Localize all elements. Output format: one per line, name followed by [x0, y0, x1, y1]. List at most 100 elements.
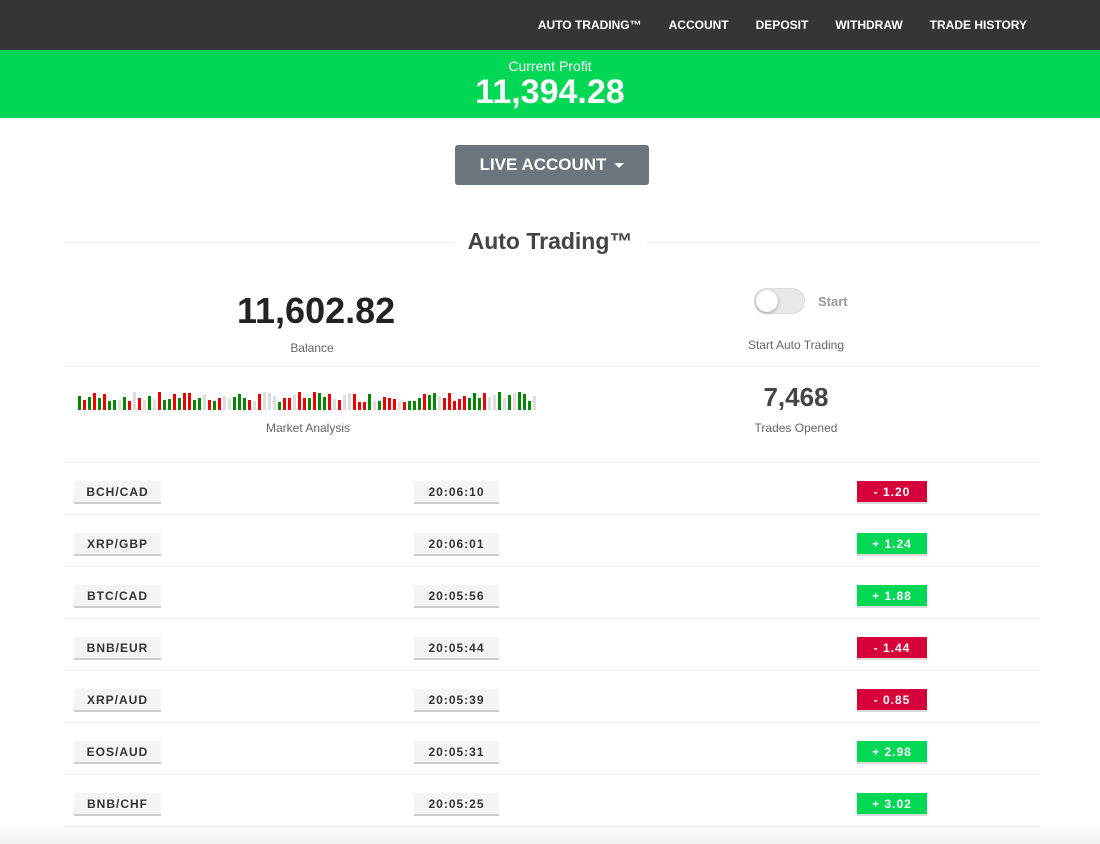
trade-row: BTC/CAD 20:05:56 + 1.88	[64, 567, 1040, 619]
market-bar	[268, 393, 271, 410]
market-bar	[113, 400, 116, 410]
market-bar	[228, 399, 231, 410]
market-bar	[98, 398, 101, 410]
market-bar	[158, 392, 161, 410]
market-bar	[328, 394, 331, 410]
market-bar	[198, 398, 201, 410]
market-bar	[138, 398, 141, 410]
market-bar	[443, 398, 446, 410]
market-bar	[193, 400, 196, 410]
market-bar	[293, 395, 296, 410]
pair-badge: BTC/CAD	[74, 585, 161, 606]
market-bar	[123, 397, 126, 410]
nav-trade-history[interactable]: TRADE HISTORY	[929, 18, 1027, 32]
market-bar	[413, 401, 416, 410]
market-bar	[483, 393, 486, 410]
market-bar	[513, 393, 516, 410]
divider	[64, 366, 1040, 367]
time-badge: 20:05:31	[414, 741, 499, 762]
change-badge: + 1.88	[857, 585, 927, 606]
market-bar	[143, 400, 146, 410]
pair-badge: BNB/CHF	[74, 793, 161, 814]
market-bar	[278, 402, 281, 410]
market-bar	[378, 401, 381, 410]
caret-down-icon	[614, 162, 625, 168]
market-bar	[463, 396, 466, 410]
market-bar	[488, 397, 491, 410]
market-bar	[178, 398, 181, 410]
market-bar	[373, 401, 376, 410]
time-badge: 20:06:01	[414, 533, 499, 554]
section-title: Auto Trading™	[0, 228, 1100, 255]
market-bar	[438, 396, 441, 410]
market-bar	[273, 396, 276, 410]
market-bar	[303, 398, 306, 410]
market-bar	[478, 398, 481, 410]
profit-value: 11,394.28	[475, 73, 625, 111]
market-bar	[173, 394, 176, 410]
change-badge: - 1.44	[857, 637, 927, 658]
market-bar	[128, 401, 131, 410]
live-account-dropdown[interactable]: LIVE ACCOUNT	[455, 145, 649, 185]
nav-account[interactable]: ACCOUNT	[668, 18, 729, 32]
market-bar	[523, 394, 526, 410]
market-bar	[243, 398, 246, 410]
market-bar	[408, 401, 411, 410]
nav-deposit[interactable]: DEPOSIT	[755, 18, 809, 32]
change-badge: + 3.02	[857, 793, 927, 814]
market-bar	[533, 396, 536, 410]
market-bar	[473, 393, 476, 410]
market-bar	[403, 402, 406, 410]
market-bar	[168, 399, 171, 410]
market-bar	[88, 397, 91, 410]
market-bar	[298, 392, 301, 410]
market-bar	[383, 397, 386, 410]
market-bar	[423, 394, 426, 410]
market-bar	[83, 400, 86, 410]
change-badge: - 0.85	[857, 689, 927, 710]
market-analysis-bars	[78, 392, 536, 410]
market-bar	[458, 399, 461, 410]
top-nav: AUTO TRADING™ ACCOUNT DEPOSIT WITHDRAW T…	[0, 0, 1100, 50]
nav-auto-trading[interactable]: AUTO TRADING™	[537, 18, 642, 32]
auto-trading-toggle[interactable]	[754, 288, 805, 314]
trades-opened-value: 7,468	[763, 382, 829, 412]
change-badge: + 2.98	[857, 741, 927, 762]
account-label: LIVE ACCOUNT	[479, 155, 607, 174]
time-badge: 20:05:56	[414, 585, 499, 606]
market-bar	[253, 401, 256, 410]
market-bar	[238, 394, 241, 410]
market-bar	[498, 392, 501, 410]
trade-row: BNB/CHF 20:05:25 + 3.02	[64, 775, 1040, 827]
market-bar	[258, 394, 261, 410]
market-bar	[233, 397, 236, 410]
trades-opened-label: Trades Opened	[754, 421, 838, 435]
market-bar	[358, 402, 361, 410]
market-bar	[308, 398, 311, 410]
market-bar	[428, 395, 431, 410]
market-bar	[263, 392, 266, 410]
market-bar	[108, 401, 111, 410]
market-bar	[493, 395, 496, 410]
market-bar	[163, 400, 166, 410]
market-bar	[183, 393, 186, 410]
market-bar	[363, 402, 366, 410]
market-bar	[503, 398, 506, 410]
market-bar	[448, 393, 451, 410]
nav-withdraw[interactable]: WITHDRAW	[835, 18, 903, 32]
market-bar	[213, 401, 216, 410]
market-bar	[393, 399, 396, 410]
market-bar	[398, 401, 401, 410]
market-analysis-label: Market Analysis	[265, 421, 351, 435]
market-bar	[208, 400, 211, 410]
market-bar	[218, 398, 221, 410]
change-badge: - 1.20	[857, 481, 927, 502]
pair-badge: XRP/AUD	[74, 689, 161, 710]
trade-row: BCH/CAD 20:06:10 - 1.20	[64, 463, 1040, 515]
market-bar	[188, 393, 191, 410]
market-bar	[288, 398, 291, 410]
market-bar	[388, 398, 391, 410]
profit-label: Current Profit	[508, 58, 592, 74]
market-bar	[148, 396, 151, 410]
pair-badge: XRP/GBP	[74, 533, 161, 554]
